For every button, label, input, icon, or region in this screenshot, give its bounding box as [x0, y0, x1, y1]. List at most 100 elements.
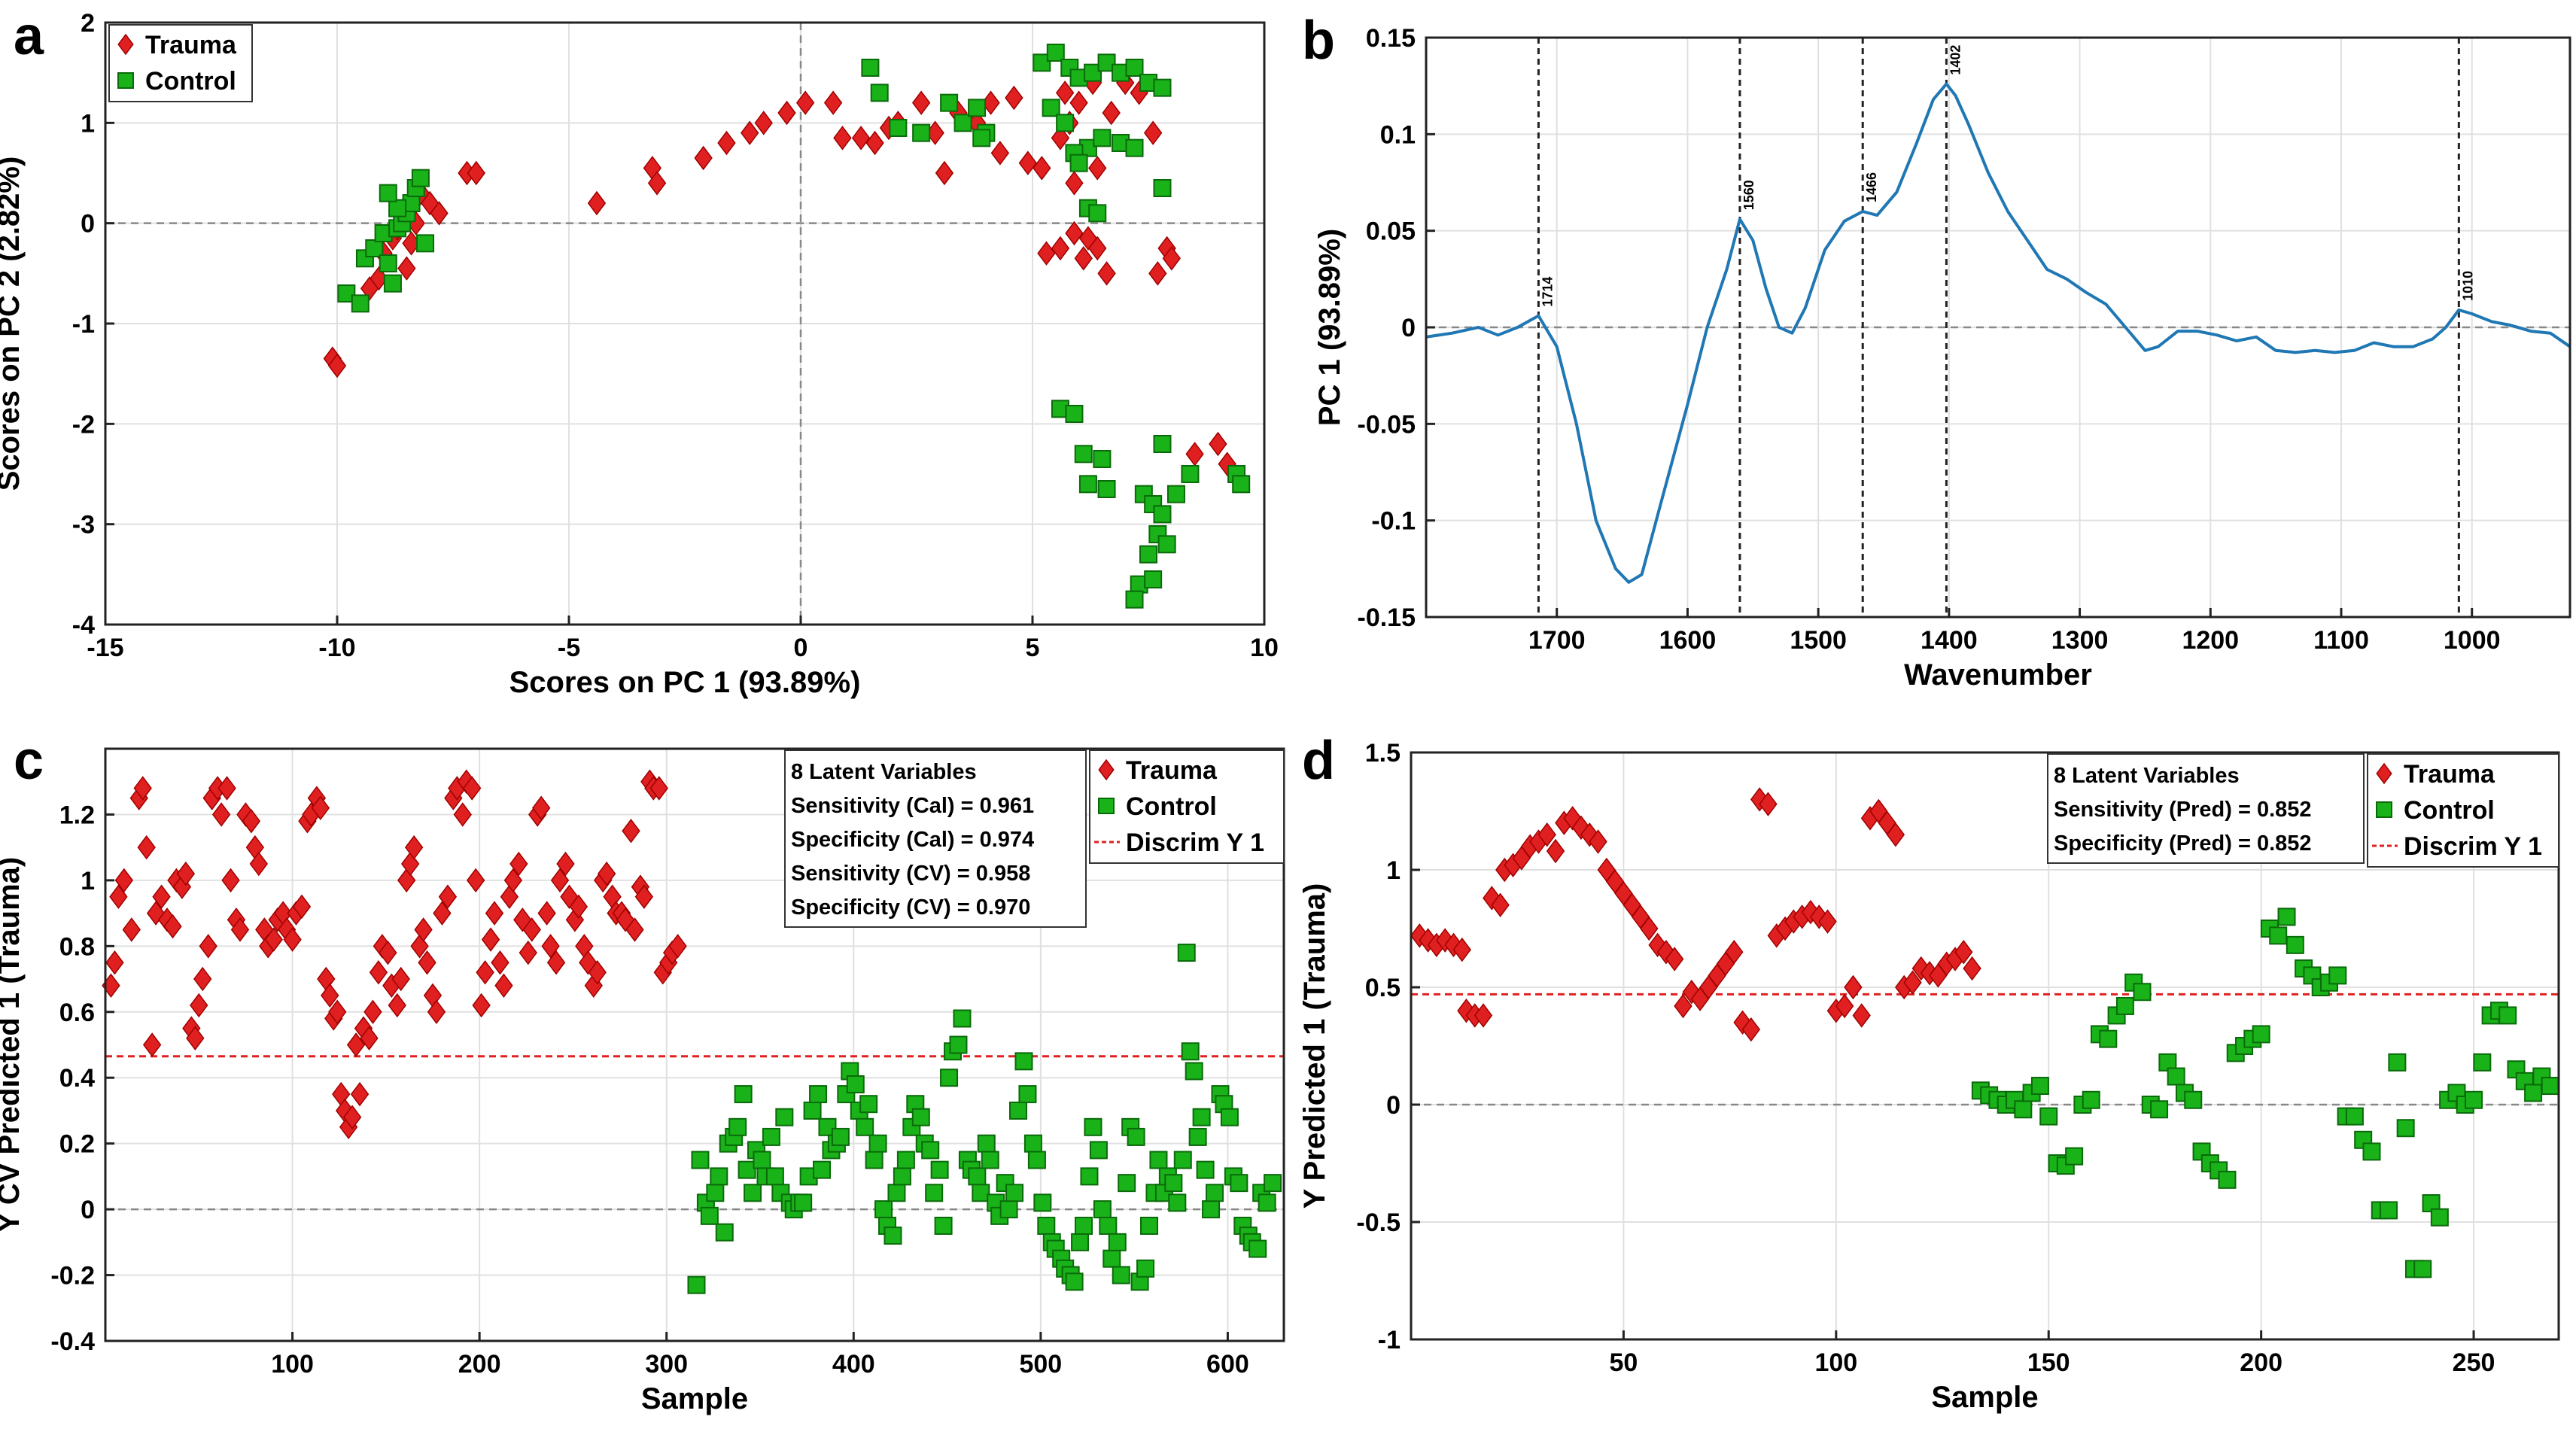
trauma-point — [476, 960, 494, 985]
control-point — [1181, 1042, 1200, 1061]
control-point — [1153, 179, 1172, 197]
trauma-point — [328, 999, 347, 1025]
trauma-point — [1005, 85, 1023, 111]
control-point — [1009, 1101, 1028, 1120]
y-tick-label: -0.1 — [1371, 507, 1416, 536]
trauma-point — [494, 973, 513, 999]
control-point — [1018, 1085, 1037, 1104]
control-point — [734, 1085, 753, 1104]
legend-box — [2367, 753, 2559, 868]
control-point — [762, 1127, 780, 1146]
control-point — [691, 1151, 710, 1169]
trauma-point — [911, 90, 931, 115]
peak-label: 1560 — [1741, 180, 1756, 210]
trauma-point — [379, 940, 397, 965]
control-point — [1102, 1249, 1121, 1268]
stats-line: Specificity (Cal) = 0.974 — [791, 828, 1034, 852]
trauma-point — [311, 795, 330, 820]
trauma-point — [1474, 1003, 1493, 1028]
control-point — [1153, 78, 1172, 97]
control-point — [2345, 1107, 2364, 1126]
trauma-point — [327, 353, 347, 378]
trauma-point — [1911, 956, 1930, 981]
trauma-point — [1725, 939, 1744, 965]
control-point — [809, 1085, 828, 1104]
control-point — [388, 199, 407, 217]
trauma-point — [221, 868, 240, 893]
control-point — [2218, 1170, 2237, 1189]
x-tick-label: 1600 — [1659, 626, 1717, 655]
control-point — [744, 1184, 762, 1202]
trauma-point — [1818, 909, 1837, 934]
trauma-point — [1682, 979, 1701, 1005]
peak-label: 1402 — [1948, 45, 1963, 75]
trauma-point — [1143, 120, 1163, 145]
trauma-point — [346, 1032, 366, 1057]
legend-box — [1089, 749, 1285, 864]
trauma-point — [1065, 171, 1084, 196]
control-point — [1088, 204, 1107, 223]
trauma-point — [472, 993, 491, 1018]
trauma-point — [1162, 246, 1181, 271]
x-axis-label: Wavenumber — [1904, 658, 2092, 692]
trauma-point — [1065, 220, 1084, 246]
legend-control-marker — [1098, 798, 1115, 814]
trauma-point — [190, 993, 208, 1018]
y-axis-label: Y Predicted 1 (Trauma) — [1298, 883, 1331, 1209]
trauma-point — [556, 851, 575, 877]
control-point — [861, 59, 880, 77]
trauma-point — [531, 795, 551, 820]
control-point — [794, 1193, 813, 1212]
legend-label: Discrim Y 1 — [1126, 828, 1264, 857]
control-point — [706, 1184, 725, 1202]
control-point — [710, 1167, 728, 1186]
control-point — [379, 184, 397, 202]
control-point — [940, 1069, 959, 1087]
trauma-point — [142, 1032, 162, 1057]
control-point — [411, 169, 430, 187]
trauma-point — [634, 884, 654, 909]
y-tick-label: 0.15 — [1366, 24, 1416, 53]
trauma-point — [1452, 937, 1471, 962]
trauma-point — [1733, 1010, 1752, 1035]
stats-line: Sensitivity (CV) = 0.958 — [791, 862, 1030, 886]
y-tick-label: 0.4 — [59, 1064, 95, 1093]
trauma-point — [414, 917, 433, 942]
trauma-point — [1491, 892, 1510, 918]
control-point — [889, 119, 908, 137]
control-point — [831, 1127, 850, 1146]
trauma-point — [935, 160, 954, 186]
trauma-point — [199, 934, 217, 959]
trauma-point — [522, 917, 541, 942]
control-point — [2465, 1090, 2483, 1109]
y-tick-label: 1.2 — [59, 801, 95, 829]
trauma-point — [491, 950, 509, 975]
legend-label: Control — [2404, 796, 2495, 825]
trauma-point — [391, 966, 410, 992]
trauma-point — [433, 901, 452, 926]
control-point — [1166, 485, 1185, 503]
control-point — [972, 129, 991, 147]
trauma-point — [537, 901, 556, 926]
control-point — [912, 123, 931, 142]
control-point — [2133, 983, 2152, 1002]
y-tick-label: -0.05 — [1358, 410, 1416, 439]
control-point — [1097, 53, 1116, 72]
trauma-point — [1835, 993, 1854, 1019]
trauma-point — [1074, 246, 1093, 271]
trauma-point — [1886, 822, 1905, 847]
control-point — [1084, 1117, 1102, 1136]
control-point — [874, 1200, 893, 1219]
peak-label: 1466 — [1864, 172, 1879, 202]
y-tick-label: 0.6 — [59, 999, 95, 1027]
control-point — [1206, 1184, 1224, 1202]
stats-box — [784, 749, 1087, 928]
control-point — [728, 1117, 747, 1136]
trauma-point — [597, 861, 616, 886]
control-point — [2099, 1029, 2118, 1048]
control-point — [2065, 1147, 2084, 1166]
trauma-point — [249, 851, 269, 877]
trauma-point — [122, 917, 141, 942]
trauma-point — [990, 141, 1010, 166]
trauma-point — [321, 983, 339, 1008]
